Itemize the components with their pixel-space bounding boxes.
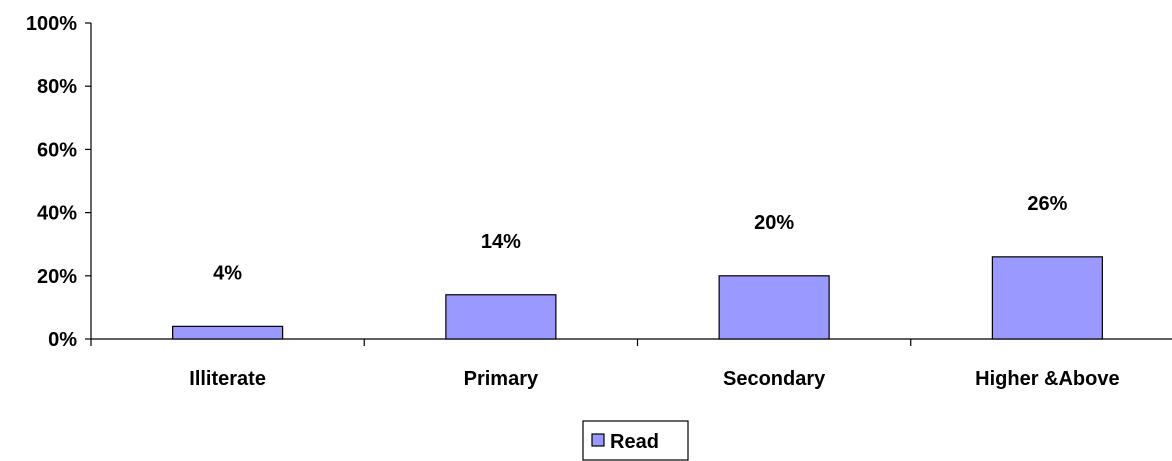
category-label: Primary [464,368,539,390]
bar-illiterate [172,325,284,340]
data-label: 14% [481,231,521,253]
bar-primary [445,294,557,340]
legend: Read [582,420,689,461]
bar-secondary [718,275,830,340]
category-label: Secondary [723,368,826,390]
x-axis: Illiterate Primary Secondary Higher &Above [90,338,1172,390]
bar-higher-above [991,256,1103,340]
data-label: 20% [754,212,794,234]
y-tick-label: 40% [37,203,77,225]
legend-swatch [591,433,605,447]
y-tick-label: 100% [26,13,77,35]
category-label: Higher &Above [975,368,1119,390]
data-label: 4% [213,262,242,284]
data-label: 26% [1027,193,1067,215]
category-label: Illiterate [189,368,266,390]
bars [172,256,1103,340]
data-labels: 4% 14% 20% 26% [213,193,1067,285]
y-tick-label: 60% [37,139,77,161]
y-tick-label: 20% [37,266,77,288]
y-tick-label: 80% [37,76,77,98]
y-tick-label: 0% [48,329,77,351]
y-axis: 0% 20% 40% 60% 80% 100% [26,13,92,351]
legend-label: Read [610,431,659,453]
